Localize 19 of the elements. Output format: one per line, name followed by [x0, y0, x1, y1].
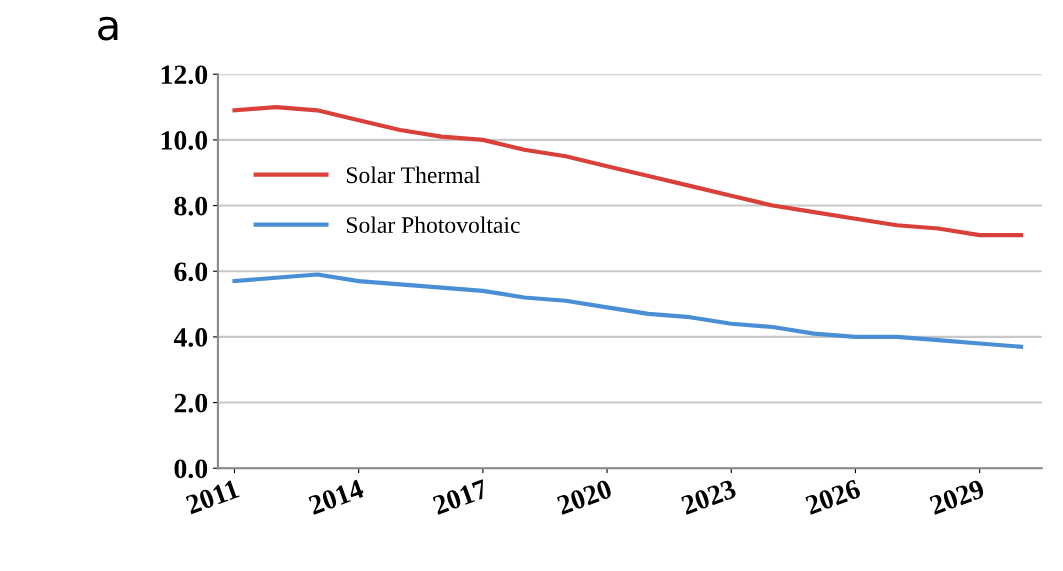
y-tick-label: 0.0	[174, 459, 208, 479]
y-tick-label: 12.0	[161, 65, 208, 85]
x-tick-label: 2014	[307, 478, 365, 515]
line-series	[232, 272, 1024, 349]
line-series	[232, 104, 1024, 238]
y-tick-label: 8.0	[174, 196, 208, 216]
y-tick-label: 6.0	[174, 262, 208, 282]
y-tick-label: 4.0	[173, 328, 208, 347]
x-tick-label: 2017	[432, 478, 489, 515]
x-tick-label: 2023	[680, 479, 738, 515]
x-tick-label: 2020	[556, 479, 613, 515]
legend-label: Solar Photovoltaic	[346, 216, 520, 234]
legend-label: Solar Thermal	[346, 166, 481, 184]
y-tick-label: 2.0	[174, 393, 208, 413]
y-tick-label: 10.0	[161, 131, 208, 150]
chart-title: a	[98, 16, 118, 41]
x-tick-label: 2026	[804, 478, 862, 515]
x-tick-label: 2011	[185, 479, 240, 515]
x-tick-label: 2029	[928, 479, 986, 515]
